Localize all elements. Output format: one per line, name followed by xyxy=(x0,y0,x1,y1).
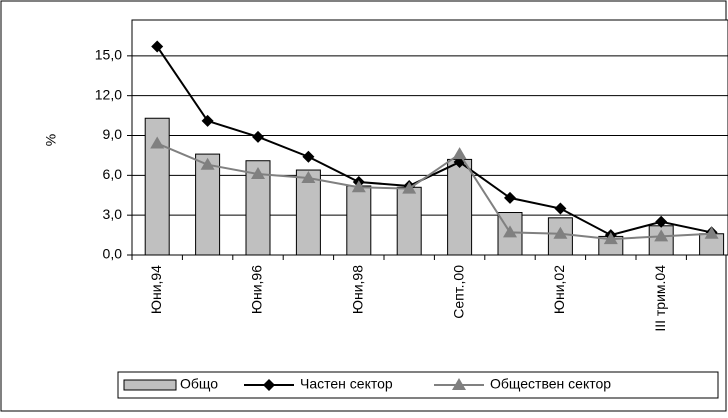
legend-label: Обществен сектор xyxy=(490,376,611,392)
bar xyxy=(447,158,473,256)
point-marker xyxy=(201,114,214,127)
plot-area xyxy=(131,19,728,256)
y-tick-label: 6,0 xyxy=(103,166,123,182)
x-tick-label: Юни,02 xyxy=(551,265,567,314)
point-marker xyxy=(200,157,215,170)
legend-swatch xyxy=(123,379,177,391)
point-marker xyxy=(251,167,265,180)
y-tick-label: 9,0 xyxy=(103,126,123,142)
point-marker xyxy=(252,130,264,143)
point-marker xyxy=(504,191,516,204)
legend-label: Общо xyxy=(180,376,218,392)
legend-box xyxy=(117,371,719,399)
y-tick-label: 3,0 xyxy=(103,206,123,222)
point-marker xyxy=(402,181,417,194)
bar xyxy=(245,160,271,256)
bar xyxy=(547,217,573,256)
legend-marker xyxy=(452,378,466,390)
point-marker xyxy=(351,180,366,193)
x-tick-label: Юни,98 xyxy=(350,265,366,314)
point-marker xyxy=(301,170,316,183)
series-line xyxy=(156,45,712,237)
series-line xyxy=(156,142,712,241)
x-tick-label: III трим.04 xyxy=(652,265,668,332)
point-marker xyxy=(150,136,165,149)
point-marker xyxy=(704,226,719,239)
point-marker xyxy=(553,226,568,239)
point-marker xyxy=(554,202,567,215)
point-marker xyxy=(302,150,315,163)
bar xyxy=(295,169,321,256)
point-marker xyxy=(503,225,517,238)
legend-marker xyxy=(263,379,275,391)
x-tick-label: Юни,96 xyxy=(249,265,265,314)
bar xyxy=(396,186,422,256)
point-marker xyxy=(655,215,668,228)
x-tick-label: Септ.,00 xyxy=(450,265,466,319)
y-tick-label: 0,0 xyxy=(103,246,123,262)
point-marker xyxy=(603,232,618,245)
legend-label: Частен сектор xyxy=(300,376,393,392)
point-marker xyxy=(654,229,669,242)
y-axis-label: % xyxy=(43,134,59,146)
y-tick-label: 15,0 xyxy=(95,47,122,63)
point-marker xyxy=(452,147,467,160)
y-tick-label: 12,0 xyxy=(95,86,122,102)
bar xyxy=(346,185,372,256)
bar xyxy=(195,153,221,256)
point-marker xyxy=(151,40,164,53)
x-tick-label: Юни,94 xyxy=(148,265,164,314)
